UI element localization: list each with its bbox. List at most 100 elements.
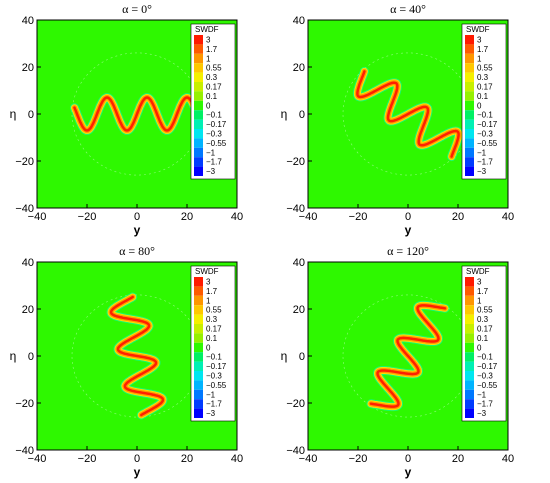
legend-swatch [194, 166, 203, 176]
legend-label: −0.55 [206, 139, 227, 148]
legend-swatch [465, 166, 474, 176]
legend-label: 1 [206, 54, 211, 63]
legend-swatch [194, 314, 203, 324]
legend: SWDF 31.710.550.30.170.10−0.1−0.17−0.3−0.… [461, 23, 507, 180]
y-tick-label: 20 [22, 304, 34, 316]
x-tick-label: −40 [299, 453, 318, 465]
y-axis-label: η [10, 107, 17, 121]
legend-label: 0.55 [206, 64, 222, 73]
legend-label: −0.17 [206, 120, 227, 129]
x-tick-label: 40 [231, 211, 243, 223]
legend-swatch [465, 295, 474, 306]
y-tick-label: −20 [15, 156, 34, 168]
contour-field [70, 52, 204, 176]
legend-swatch [465, 389, 474, 400]
legend-swatch [194, 129, 203, 139]
legend-label: −1 [206, 148, 216, 157]
legend-label: −0.17 [477, 120, 498, 129]
legend: SWDF 31.710.550.30.170.10−0.1−0.17−0.3−0.… [190, 265, 236, 422]
y-tick-label: −40 [286, 203, 305, 215]
x-tick-label: 0 [405, 211, 411, 223]
legend-swatch [465, 371, 474, 381]
legend-swatch [194, 324, 203, 334]
x-axis-label: y [405, 223, 412, 237]
x-tick-label: 20 [181, 211, 193, 223]
x-tick-label: 40 [231, 453, 243, 465]
panel-title: α = 40° [390, 2, 426, 16]
legend-swatch [465, 408, 474, 418]
legend-label: 1 [477, 54, 482, 63]
y-tick-label: −40 [15, 203, 34, 215]
legend-label: −0.1 [206, 353, 222, 362]
legend-swatch [465, 53, 474, 64]
legend-swatch [465, 399, 474, 409]
y-axis-label: η [281, 349, 288, 363]
legend-swatch [194, 44, 203, 54]
legend-swatch [194, 53, 203, 64]
y-tick-label: −40 [15, 445, 34, 457]
legend-swatch [465, 342, 474, 353]
legend-swatch [194, 147, 203, 158]
x-tick-label: 0 [134, 211, 140, 223]
legend-label: 3 [206, 36, 211, 45]
legend-swatch [465, 305, 474, 315]
legend-label: 0.17 [206, 83, 222, 92]
x-tick-label: 20 [181, 453, 193, 465]
legend-label: 1.7 [206, 45, 218, 54]
legend-label: 0.3 [477, 315, 489, 324]
legend-label: −0.17 [206, 362, 227, 371]
legend-label: −1 [206, 390, 216, 399]
legend-swatch [194, 100, 203, 111]
legend-swatch [465, 324, 474, 334]
ridge-core [356, 70, 460, 158]
legend-label: −0.3 [206, 372, 222, 381]
contour-field [342, 52, 474, 176]
legend-title: SWDF [466, 25, 490, 34]
legend-label: 0.3 [206, 73, 218, 82]
panel-title: α = 120° [387, 244, 429, 258]
legend-swatch [465, 129, 474, 139]
legend-label: 0.55 [206, 306, 222, 315]
chart-panel-1: α = 0°−40 −20 0 20 4040200−20−40yηSWDF31.710… [10, 2, 243, 237]
ridge-core [109, 295, 165, 417]
x-tick-label: 0 [134, 453, 140, 465]
legend-swatch [465, 277, 474, 287]
legend-label: 0.55 [477, 64, 493, 73]
y-tick-label: 20 [293, 62, 305, 74]
legend: SWDF 31.710.550.30.170.10−0.1−0.17−0.3−0.… [190, 23, 236, 180]
legend-label: −1 [477, 390, 487, 399]
legend-swatch [194, 82, 203, 92]
legend-label: −0.3 [206, 130, 222, 139]
legend-swatch [194, 63, 203, 73]
legend-label: −3 [477, 167, 487, 176]
legend-swatch [194, 342, 203, 353]
legend-label: 0.17 [206, 325, 222, 334]
contour-field [71, 292, 203, 420]
legend: SWDF 31.710.550.30.170.10−0.1−0.17−0.3−0.… [461, 265, 507, 422]
legend-swatch [194, 157, 203, 167]
legend-swatch [194, 91, 203, 101]
legend-label: 0 [477, 343, 482, 352]
legend-swatch [465, 147, 474, 158]
legend-label: −0.55 [206, 381, 227, 390]
legend-title: SWDF [466, 267, 490, 276]
legend-label: 1.7 [477, 45, 489, 54]
y-tick-label: 20 [293, 304, 305, 316]
y-tick-label: 40 [293, 15, 305, 27]
chart-panel-4: α = 120° −40 −20 0 20 40 40 20 0 −20 −40 y η SWDF 31.7… [281, 244, 514, 479]
legend-label: 0.3 [206, 315, 218, 324]
y-axis-label: η [10, 349, 17, 363]
legend-label: 0.17 [477, 83, 493, 92]
y-tick-label: 0 [299, 109, 305, 121]
legend-label: 0.17 [477, 325, 493, 334]
y-tick-label: −40 [286, 445, 305, 457]
legend-swatch [194, 286, 203, 296]
legend-label: −1.7 [477, 400, 493, 409]
legend-label: 0.55 [477, 306, 493, 315]
x-tick-label: −20 [349, 453, 368, 465]
x-tick-label: 20 [452, 211, 464, 223]
x-tick-label: 20 [452, 453, 464, 465]
y-tick-label: 0 [28, 109, 34, 121]
legend-label: −0.3 [477, 130, 493, 139]
